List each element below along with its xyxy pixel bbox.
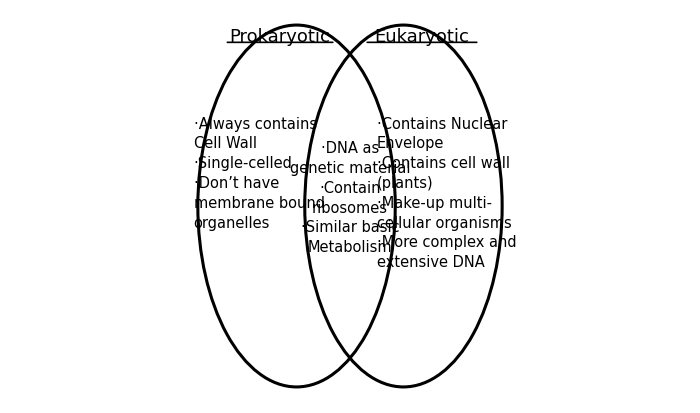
- Text: ·Always contains
Cell Wall
·Single-celled
·Don’t have
membrane bound
organelles: ·Always contains Cell Wall ·Single-celle…: [194, 116, 325, 230]
- Text: Eukaryotic: Eukaryotic: [374, 28, 470, 46]
- Text: Prokaryotic: Prokaryotic: [230, 28, 330, 46]
- Text: ·DNA as
genetic material
·Contain
ribosomes
·Similar basic
Metabolism: ·DNA as genetic material ·Contain riboso…: [290, 141, 410, 254]
- Text: ·Contains Nuclear
Envelope
·Contains cell wall
(plants)
·Make-up multi-
cellular: ·Contains Nuclear Envelope ·Contains cel…: [377, 116, 517, 269]
